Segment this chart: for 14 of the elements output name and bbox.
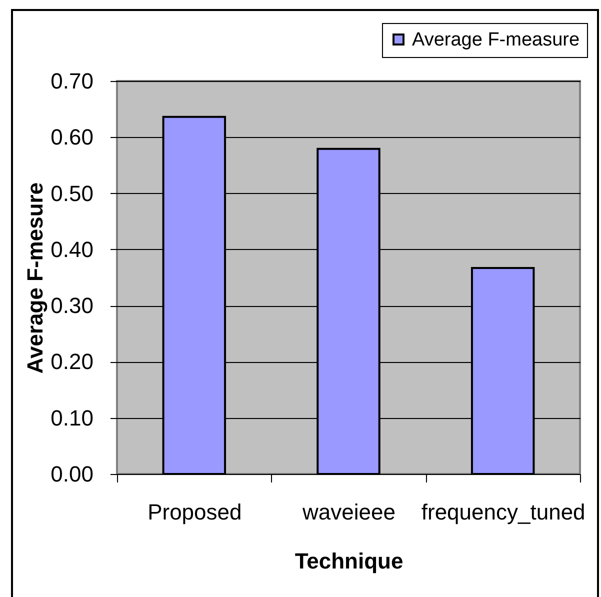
y-tick-label: 0.20	[50, 349, 94, 374]
y-tick-label: 0.00	[50, 462, 94, 486]
y-tick-label: 0.30	[50, 293, 94, 318]
y-tick-label: 0.10	[50, 405, 94, 430]
x-tick-label: Proposed	[148, 500, 242, 524]
y-tick-label: 0.40	[50, 236, 94, 262]
x-axis-title: Technique	[294, 548, 404, 574]
y-tick-label: 0.50	[50, 180, 94, 206]
x-tick-label: waveieee	[302, 500, 396, 524]
y-tick-label: 0.70	[50, 68, 94, 94]
x-tick-label: frequency_tuned	[421, 500, 586, 524]
legend-label: Average F-measure	[412, 30, 580, 50]
y-axis-title: Average F-mesure	[22, 182, 48, 374]
y-tick-label: 0.60	[50, 124, 94, 150]
